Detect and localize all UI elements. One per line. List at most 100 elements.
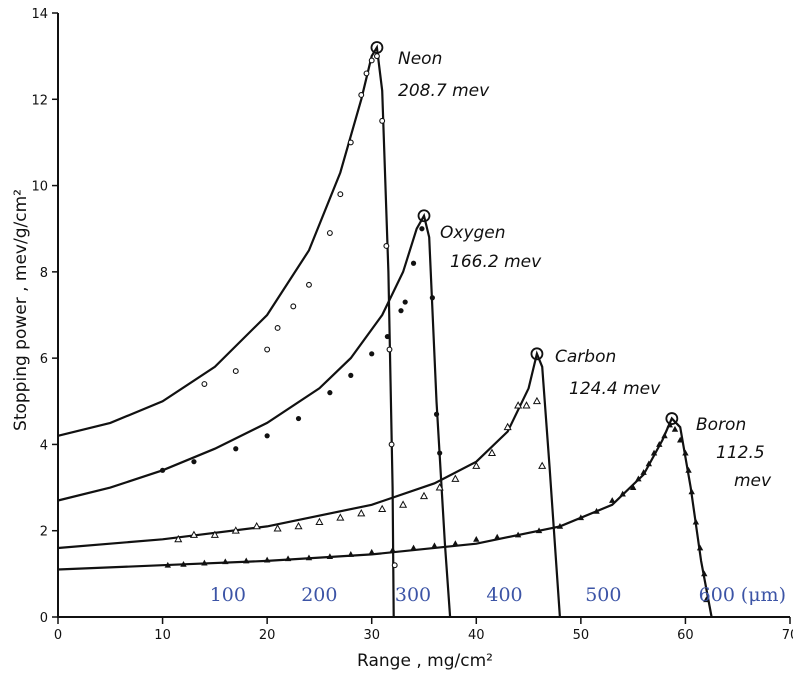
series-label-oxygen-name: Oxygen [440, 223, 506, 243]
data-point-neon [391, 562, 398, 569]
data-point-carbon [399, 500, 408, 508]
data-point-oxygen [398, 308, 404, 314]
data-point-boron [640, 469, 647, 475]
series-label-oxygen-energy: 166.2 mev [450, 252, 542, 272]
data-point-oxygen [327, 390, 333, 396]
data-point-boron [629, 484, 637, 490]
secondary-x-tick-label: 300 [395, 584, 431, 606]
data-point-neon [373, 53, 380, 60]
curves [57, 41, 713, 618]
axes [57, 13, 790, 618]
data-point-oxygen [159, 467, 166, 473]
data-point-carbon [210, 530, 219, 538]
series-label-boron-energy: 112.5 [716, 443, 765, 463]
data-point-boron [661, 432, 668, 439]
data-point-boron [494, 533, 501, 540]
data-point-neon [290, 303, 297, 310]
y-tick-label: 6 [40, 352, 48, 367]
data-point-boron [452, 540, 459, 547]
data-point-neon [232, 368, 239, 375]
data-point-neon [274, 324, 281, 331]
peak-marker-carbon [530, 347, 544, 361]
data-point-neon [388, 441, 395, 448]
secondary-x-tick-label: 500 [585, 584, 621, 606]
data-point-oxygen [419, 226, 425, 232]
data-point-boron [656, 441, 663, 447]
data-point-carbon [451, 474, 460, 482]
data-point-boron [692, 518, 700, 525]
data-point-boron [609, 497, 616, 503]
data-point-oxygen [429, 295, 435, 301]
series-line-neon [57, 44, 395, 618]
y-tick-label: 12 [31, 93, 48, 108]
series-label-boron-name: Boron [696, 415, 746, 435]
data-point-boron [645, 460, 653, 467]
secondary-x-tick-label: 400 [486, 584, 522, 606]
y-tick-label: 8 [40, 266, 48, 281]
data-point-carbon [273, 524, 282, 532]
data-points [159, 53, 710, 603]
data-point-oxygen [348, 372, 354, 378]
data-point-boron [635, 475, 642, 482]
series-label-carbon-energy: 124.4 mev [569, 379, 661, 399]
data-point-boron [263, 556, 271, 563]
data-point-oxygen [402, 299, 408, 305]
data-point-boron [619, 490, 626, 497]
data-point-boron [305, 554, 313, 561]
data-point-boron [514, 531, 522, 538]
data-point-neon [337, 191, 344, 198]
y-tick-label: 14 [31, 7, 48, 22]
x-tick-label: 30 [363, 628, 380, 643]
data-point-boron [593, 507, 600, 514]
data-point-boron [703, 596, 710, 603]
data-point-boron [473, 535, 480, 542]
data-point-neon [379, 117, 386, 124]
secondary-x-tick-label: 200 [301, 584, 337, 606]
x-tick-label: 20 [259, 628, 276, 643]
y-tick-label: 2 [40, 525, 48, 540]
x-tick-label: 60 [677, 628, 694, 643]
data-point-boron [180, 560, 187, 567]
data-point-neon [358, 92, 365, 98]
series-labels: Neon 208.7 mev Oxygen 166.2 mev Carbon 1… [398, 49, 661, 399]
data-point-neon [383, 243, 390, 249]
x-tick-label: 40 [468, 628, 485, 643]
peak-marker-oxygen [417, 209, 431, 223]
data-point-boron [326, 553, 334, 559]
data-point-carbon [252, 521, 261, 530]
data-point-oxygen [369, 351, 375, 357]
data-point-oxygen [433, 411, 440, 417]
series-line-carbon [57, 350, 561, 618]
data-point-carbon [538, 461, 547, 469]
peak-marker-neon [370, 41, 384, 54]
data-point-carbon [336, 513, 345, 521]
data-point-oxygen [264, 433, 270, 439]
y-tick-label: 4 [40, 438, 48, 453]
data-point-neon [326, 230, 333, 236]
data-point-boron [389, 546, 396, 553]
data-point-boron [701, 570, 708, 577]
x-tick-label: 0 [54, 628, 62, 643]
data-point-boron [431, 542, 438, 549]
data-point-boron [284, 555, 292, 562]
plot-frame [57, 13, 790, 618]
data-point-boron [368, 548, 375, 555]
data-point-carbon [231, 526, 240, 534]
data-point-carbon [435, 483, 444, 491]
data-point-carbon [522, 401, 531, 409]
x-tick-label: 50 [573, 628, 590, 643]
data-point-boron [696, 544, 704, 551]
data-point-neon [347, 139, 354, 146]
series-label-neon-energy: 208.7 mev [398, 81, 490, 101]
data-point-carbon [378, 504, 387, 513]
series-label-boron: Boron 112.5 mev [696, 415, 772, 491]
data-point-oxygen [233, 446, 239, 452]
data-point-carbon [472, 461, 481, 469]
data-point-carbon [357, 509, 366, 517]
data-point-boron [685, 466, 692, 473]
series-line-oxygen [57, 212, 452, 618]
data-point-boron [243, 557, 250, 564]
data-point-boron [201, 559, 208, 566]
data-point-neon [264, 346, 271, 353]
data-point-carbon [514, 401, 523, 409]
